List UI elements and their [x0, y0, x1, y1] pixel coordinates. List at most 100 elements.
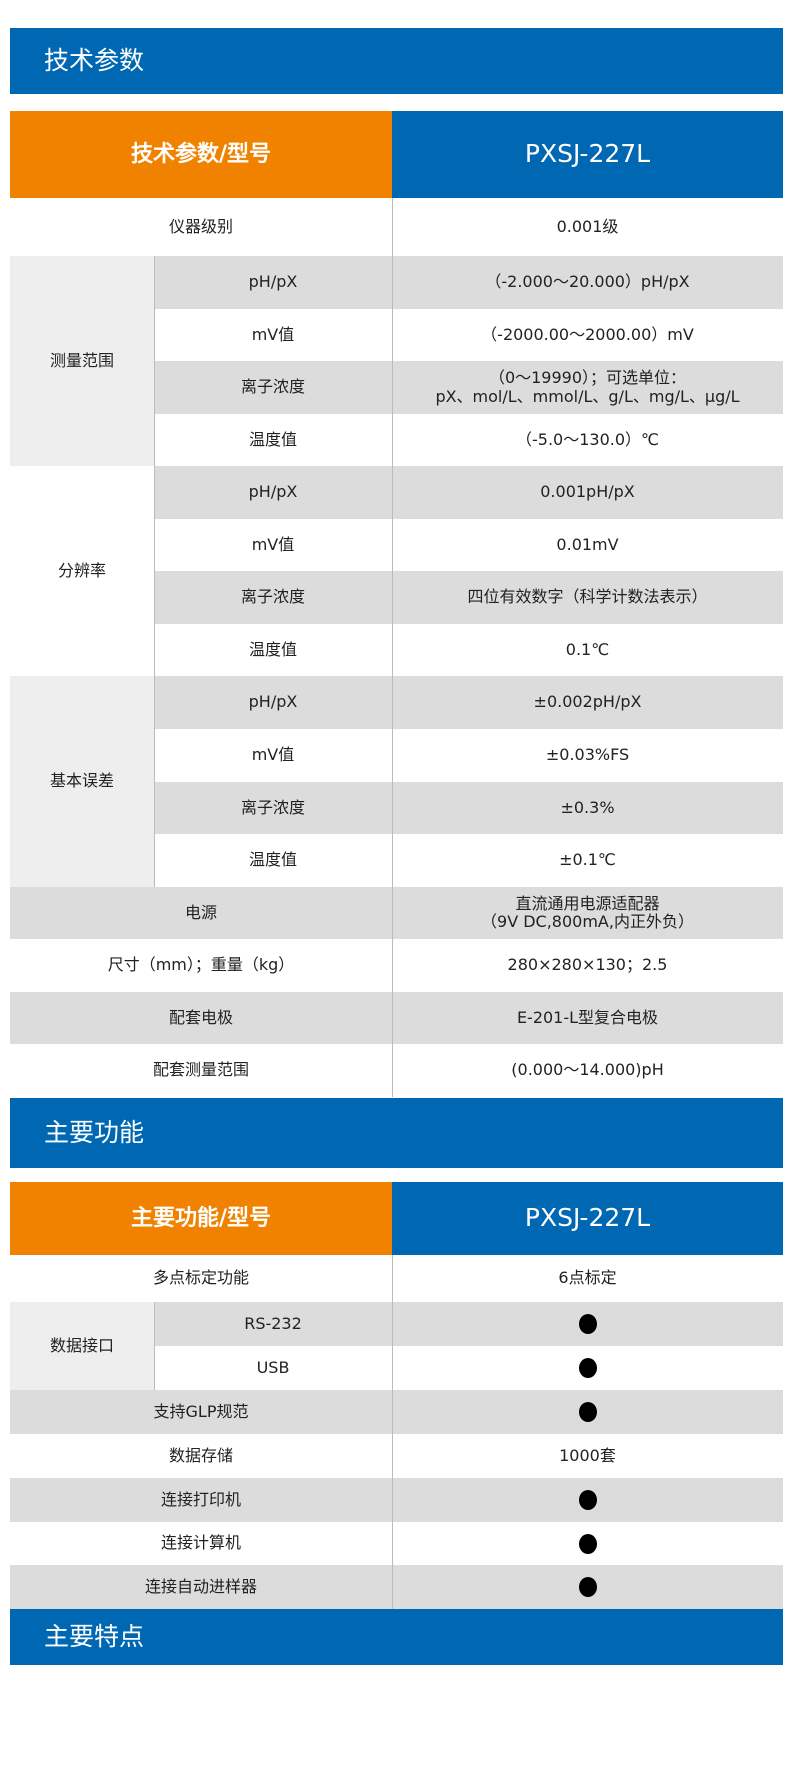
group-label-text: 数据接口: [49, 1335, 114, 1355]
row-label: 配套测量范围: [10, 1044, 392, 1097]
divider: [154, 1302, 155, 1390]
section-banner-functions-text: 主要功能: [44, 1117, 145, 1147]
divider: [154, 466, 155, 676]
header-model-cell-text: PXSJ-227L: [524, 1203, 651, 1233]
supported-dot-icon: [392, 1302, 783, 1346]
row-label-text: 电源: [184, 902, 217, 922]
row-label-text: pH/pX: [248, 692, 298, 712]
row-label-text: mV值: [251, 745, 295, 765]
header-model-cell-text: PXSJ-227L: [524, 139, 651, 169]
row-value-text: ±0.1℃: [559, 850, 616, 870]
row-label-text: 温度值: [248, 639, 297, 659]
row-label: pH/pX: [154, 466, 392, 519]
row-label-text: 多点标定功能: [152, 1268, 249, 1288]
row-value-text: 直流通用电源适配器 （9V DC,800mA,内正外负）: [481, 893, 694, 931]
header-param-cell: 主要功能/型号: [10, 1182, 392, 1255]
dot-icon: [578, 1402, 597, 1422]
row-value-text: ±0.03%FS: [545, 745, 630, 765]
row-value: （-2.000～20.000）pH/pX: [392, 256, 783, 309]
supported-dot-icon: [392, 1565, 783, 1609]
row-label: 连接计算机: [10, 1522, 392, 1565]
row-label: 多点标定功能: [10, 1255, 392, 1302]
section-banner-features-text: 主要特点: [44, 1621, 145, 1651]
row-label: mV值: [154, 309, 392, 361]
row-value: ±0.1℃: [392, 834, 783, 887]
row-label: 温度值: [154, 624, 392, 676]
row-label: 离子浓度: [154, 571, 392, 624]
row-value-text: ±0.3%: [560, 797, 615, 817]
row-value-text: 0.001级: [556, 216, 619, 236]
row-value: 0.001级: [392, 198, 783, 256]
row-label-text: pH/pX: [248, 272, 298, 292]
row-value: 6点标定: [392, 1255, 783, 1302]
dot-icon: [578, 1314, 597, 1334]
divider: [392, 1255, 393, 1609]
row-value: ±0.03%FS: [392, 729, 783, 782]
row-label-text: 连接打印机: [160, 1489, 241, 1509]
row-label: 仪器级别: [10, 198, 392, 256]
section-banner-tech-text: 技术参数: [44, 45, 145, 75]
group-label: 分辨率: [10, 466, 154, 676]
row-label: USB: [154, 1346, 392, 1390]
group-label-text: 基本误差: [49, 771, 114, 791]
row-label-text: 连接自动进样器: [144, 1576, 257, 1596]
row-label-text: 支持GLP规范: [153, 1401, 249, 1421]
row-value-text: (0.000～14.000)pH: [511, 1060, 664, 1080]
row-label-text: 离子浓度: [240, 377, 305, 397]
supported-dot-icon: [392, 1478, 783, 1522]
row-value: ±0.3%: [392, 782, 783, 834]
dot-icon: [578, 1533, 597, 1554]
row-label-text: mV值: [251, 534, 295, 554]
section-banner-tech: 技术参数: [10, 28, 783, 94]
row-label-text: 仪器级别: [168, 216, 233, 236]
row-label: 数据存储: [10, 1434, 392, 1478]
row-label: pH/pX: [154, 676, 392, 729]
row-value: 四位有效数字（科学计数法表示）: [392, 571, 783, 624]
divider: [154, 256, 155, 466]
row-label: 连接自动进样器: [10, 1565, 392, 1609]
row-value: ±0.002pH/pX: [392, 676, 783, 729]
row-value-text: E-201-L型复合电极: [516, 1007, 659, 1027]
row-value-text: 6点标定: [558, 1268, 617, 1288]
row-label-text: USB: [256, 1357, 290, 1377]
header-param-cell-text: 主要功能/型号: [130, 1205, 272, 1231]
row-value-text: （-2.000～20.000）pH/pX: [485, 272, 690, 292]
row-value: 直流通用电源适配器 （9V DC,800mA,内正外负）: [392, 887, 783, 939]
row-label-text: 离子浓度: [240, 797, 305, 817]
row-label-text: pH/pX: [248, 482, 298, 502]
group-label: 数据接口: [10, 1302, 154, 1390]
row-value: （-2000.00～2000.00）mV: [392, 309, 783, 361]
row-value: E-201-L型复合电极: [392, 992, 783, 1044]
dot-icon: [578, 1490, 597, 1510]
row-value-text: 1000套: [559, 1445, 616, 1465]
header-param-cell: 技术参数/型号: [10, 111, 392, 198]
row-value-text: ±0.002pH/pX: [533, 692, 642, 712]
supported-dot-icon: [392, 1390, 783, 1434]
row-label-text: 尺寸（mm）；重量（kg）: [107, 955, 295, 975]
row-label-text: 数据存储: [168, 1445, 233, 1465]
row-label: 离子浓度: [154, 361, 392, 414]
group-label: 基本误差: [10, 676, 154, 887]
row-label: 电源: [10, 887, 392, 939]
row-label: RS-232: [154, 1302, 392, 1346]
row-value-text: （0～19990）；可选单位： pX、mol/L、mmol/L、g/L、mg/L…: [435, 368, 740, 406]
row-value: 0.1℃: [392, 624, 783, 676]
row-value-text: 280×280×130；2.5: [507, 955, 668, 975]
row-value-text: 0.1℃: [565, 639, 610, 659]
row-label-text: 配套测量范围: [152, 1060, 249, 1080]
row-label-text: 连接计算机: [160, 1533, 241, 1553]
row-value: 280×280×130；2.5: [392, 939, 783, 992]
section-banner-features: 主要特点: [10, 1609, 783, 1665]
row-value: 0.001pH/pX: [392, 466, 783, 519]
row-value: （0～19990）；可选单位： pX、mol/L、mmol/L、g/L、mg/L…: [392, 361, 783, 414]
section-banner-functions: 主要功能: [10, 1098, 783, 1168]
row-label: 尺寸（mm）；重量（kg）: [10, 939, 392, 992]
row-label: mV值: [154, 519, 392, 571]
row-label-text: 温度值: [248, 850, 297, 870]
row-label-text: 离子浓度: [240, 587, 305, 607]
row-label: mV值: [154, 729, 392, 782]
row-label: 连接打印机: [10, 1478, 392, 1522]
divider: [392, 198, 393, 1097]
row-label: pH/pX: [154, 256, 392, 309]
row-label-text: 温度值: [248, 429, 297, 449]
